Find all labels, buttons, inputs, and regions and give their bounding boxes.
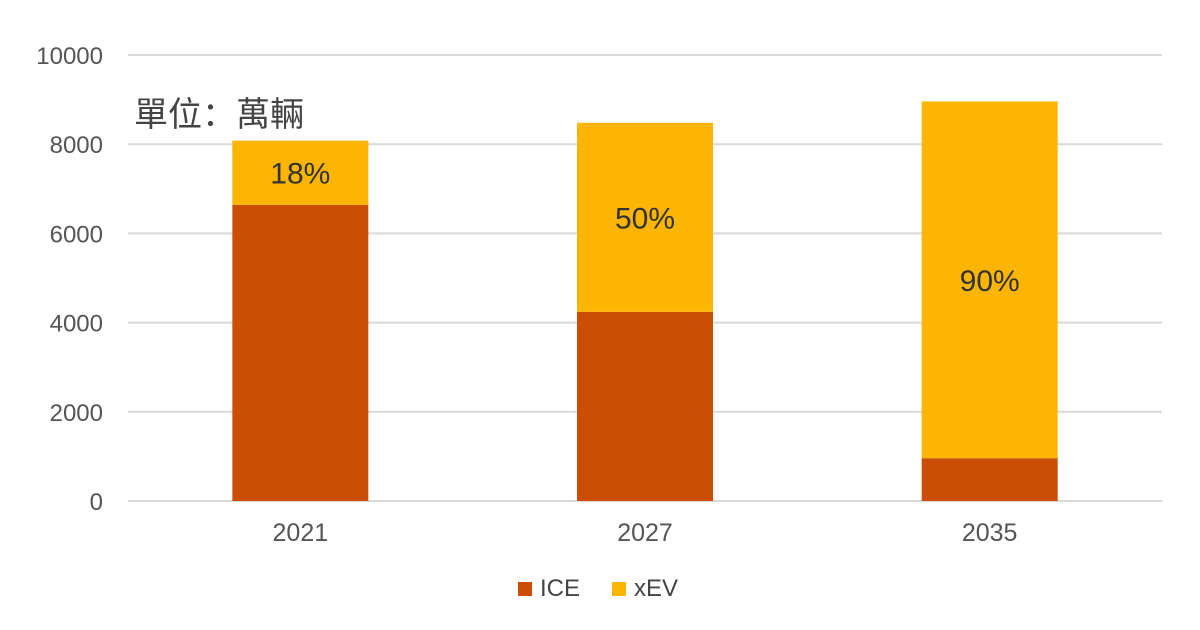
x-axis-category-labels: 2021 2027 2035 <box>273 519 1018 547</box>
legend-label-ice: ICE <box>540 575 580 602</box>
y-tick-label: 0 <box>90 489 103 516</box>
y-tick-label: 8000 <box>50 132 103 159</box>
y-tick-label: 10000 <box>36 43 103 70</box>
bar-xev-2021 <box>232 140 369 205</box>
data-label-2035: 90% <box>960 265 1020 298</box>
y-tick-label: 6000 <box>50 221 103 248</box>
bar-ice-2035 <box>921 458 1058 501</box>
legend-label-xev: xEV <box>634 575 678 602</box>
legend-swatch-xev <box>612 582 626 596</box>
data-labels: 18% 50% 90% <box>270 158 1019 298</box>
legend: ICE xEV <box>518 575 678 602</box>
legend-swatch-ice <box>518 582 532 596</box>
y-tick-label: 4000 <box>50 311 103 338</box>
unit-note: 單位：萬輛 <box>134 95 304 135</box>
y-axis-tick-labels: 0 2000 4000 6000 8000 10000 <box>36 43 103 516</box>
bar-ice-2021 <box>232 204 369 501</box>
x-category-label: 2021 <box>273 519 329 547</box>
bar-xev-2035 <box>921 101 1058 459</box>
bars <box>232 101 1058 501</box>
bar-ice-2027 <box>577 311 713 501</box>
data-label-2021: 18% <box>270 158 330 191</box>
x-category-label: 2035 <box>962 519 1018 547</box>
y-tick-label: 2000 <box>50 400 103 427</box>
x-category-label: 2027 <box>617 519 673 547</box>
data-label-2027: 50% <box>615 202 675 235</box>
bar-xev-2027 <box>577 122 713 312</box>
